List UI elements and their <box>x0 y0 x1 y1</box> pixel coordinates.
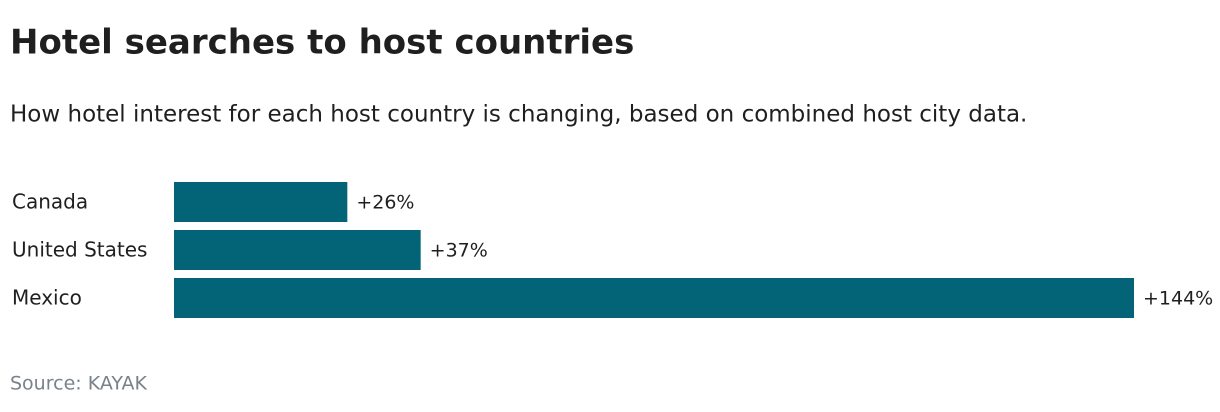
bar <box>174 230 421 270</box>
value-label: +37% <box>430 240 488 262</box>
bar <box>174 278 1134 318</box>
category-label: Canada <box>12 190 88 214</box>
value-label: +26% <box>356 192 414 214</box>
chart-title: Hotel searches to host countries <box>10 23 634 63</box>
category-label: United States <box>12 238 147 262</box>
category-label: Mexico <box>12 286 82 310</box>
chart-subtitle: How hotel interest for each host country… <box>10 102 1027 128</box>
source-note: Source: KAYAK <box>10 373 147 395</box>
bar <box>174 182 348 222</box>
value-label: +144% <box>1143 288 1213 310</box>
